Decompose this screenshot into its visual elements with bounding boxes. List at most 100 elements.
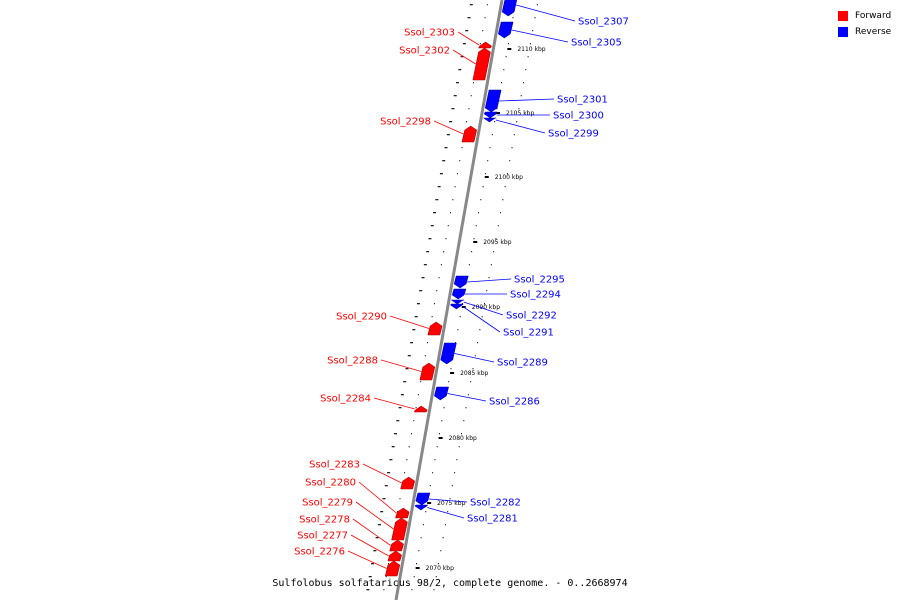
gene-body[interactable] [389,539,404,552]
gene-label[interactable]: Ssol_2299 [548,129,599,140]
gene-ssol-2286[interactable]: Ssol_2286 [434,386,540,408]
gene-body[interactable] [434,386,449,401]
gene-label[interactable]: Ssol_2278 [299,515,350,526]
gene-label[interactable]: Ssol_2298 [380,117,431,128]
gene-body[interactable] [413,405,428,413]
gene-label[interactable]: Ssol_2302 [399,46,450,57]
strand-guide-dot [419,290,423,292]
gene-body[interactable] [400,476,416,490]
gene-body[interactable] [419,362,436,381]
gene-ssol-2283[interactable]: Ssol_2283 [309,460,416,490]
gene-ssol-2280[interactable]: Ssol_2280 [305,478,410,519]
gene-ssol-2284[interactable]: Ssol_2284 [320,394,428,413]
gene-body[interactable] [472,47,491,81]
gene-ssol-2291[interactable]: Ssol_2291 [450,303,554,339]
strand-guide-dot [442,537,444,539]
strand-guide-dot [412,329,416,331]
gene-label[interactable]: Ssol_2301 [557,95,608,106]
gene-body[interactable] [384,560,401,577]
gene-label[interactable]: Ssol_2307 [578,17,629,28]
gene-body[interactable] [498,21,514,39]
gene-ssol-2307[interactable]: Ssol_2307 [501,0,629,28]
gene-ssol-2278[interactable]: Ssol_2278 [299,515,404,552]
gene-ssol-2290[interactable]: Ssol_2290 [336,312,443,336]
gene-body[interactable] [450,303,464,310]
gene-label[interactable]: Ssol_2279 [302,498,353,509]
gene-body[interactable] [482,117,497,123]
gene-label[interactable]: Ssol_2284 [320,394,371,405]
strand-guide-dot [487,160,489,162]
gene-body[interactable] [483,111,498,119]
gene-body[interactable] [501,0,518,17]
gene-label[interactable]: Ssol_2305 [571,38,622,49]
strand-guide-dot [440,550,442,552]
strand-guide-dot [442,160,446,162]
gene-body[interactable] [415,492,431,506]
gene-ssol-2294[interactable]: Ssol_2294 [451,288,561,301]
strand-guide-dot [393,433,397,435]
gene-body[interactable] [414,504,429,511]
gene-ssol-2288[interactable]: Ssol_2288 [327,356,436,381]
gene-body[interactable] [395,507,410,519]
gene-label[interactable]: Ssol_2295 [514,275,565,286]
gene-label[interactable]: Ssol_2291 [503,328,554,339]
gene-ssol-2303[interactable]: Ssol_2303 [404,28,492,49]
gene-ssol-2299[interactable]: Ssol_2299 [482,117,599,140]
strand-guide-dot [433,212,437,214]
gene-ssol-2281[interactable]: Ssol_2281 [414,504,518,525]
gene-label[interactable]: Ssol_2282 [470,498,521,509]
gene-label[interactable]: Ssol_2303 [404,28,455,39]
gene-leader-line [347,550,387,569]
gene-label[interactable]: Ssol_2276 [294,547,345,558]
strand-guide-dot [413,420,415,422]
gene-body[interactable] [484,89,502,113]
gene-label[interactable]: Ssol_2283 [309,460,360,471]
strand-guide-dot [482,186,484,188]
gene-ssol-2276[interactable]: Ssol_2276 [294,547,401,577]
gene-label[interactable]: Ssol_2281 [467,514,518,525]
gene-ssol-2300[interactable]: Ssol_2300 [483,111,604,122]
gene-body[interactable] [387,550,402,562]
gene-label[interactable]: Ssol_2292 [506,311,557,322]
gene-ssol-2292[interactable]: Ssol_2292 [450,299,557,322]
strand-guide-dot [399,498,401,500]
gene-ssol-2279[interactable]: Ssol_2279 [302,498,408,541]
gene-ssol-2305[interactable]: Ssol_2305 [498,21,622,49]
gene-body[interactable] [391,517,408,541]
strand-guide-dot [424,355,426,357]
gene-label[interactable]: Ssol_2280 [305,478,356,489]
strand-guide-dot [423,264,427,266]
gene-leader-line [362,463,402,484]
gene-label[interactable]: Ssol_2277 [297,531,348,542]
strand-guide-dot [470,381,472,383]
gene-ssol-2282[interactable]: Ssol_2282 [415,492,521,509]
gene-ssol-2295[interactable]: Ssol_2295 [453,275,565,289]
strand-guide-dot [465,407,467,409]
strand-guide-dot [457,329,459,331]
strand-guide-dot [438,277,440,279]
gene-ssol-2289[interactable]: Ssol_2289 [440,342,548,369]
gene-body[interactable] [453,275,469,289]
strand-guide-dot [388,563,390,565]
tick-label: 2085 kbp [460,370,488,377]
gene-body[interactable] [427,321,443,336]
gene-label[interactable]: Ssol_2290 [336,312,387,323]
gene-body[interactable] [478,41,492,49]
strand-guide-dot [512,17,514,19]
gene-label[interactable]: Ssol_2286 [489,397,540,408]
gene-body[interactable] [440,342,457,365]
gene-label[interactable]: Ssol_2288 [327,356,378,367]
gene-ssol-2302[interactable]: Ssol_2302 [399,46,491,81]
gene-body[interactable] [450,299,464,305]
strand-guide-dot [501,82,503,84]
gene-label[interactable]: Ssol_2289 [497,358,548,369]
gene-body[interactable] [451,288,467,300]
gene-label[interactable]: Ssol_2300 [553,111,604,122]
gene-body[interactable] [461,125,478,143]
strand-guide-dot [408,446,410,448]
gene-ssol-2298[interactable]: Ssol_2298 [380,117,478,143]
gene-label[interactable]: Ssol_2294 [510,290,561,301]
strand-guide-dot [450,212,452,214]
gene-ssol-2277[interactable]: Ssol_2277 [297,531,402,562]
gene-ssol-2301[interactable]: Ssol_2301 [484,89,608,113]
